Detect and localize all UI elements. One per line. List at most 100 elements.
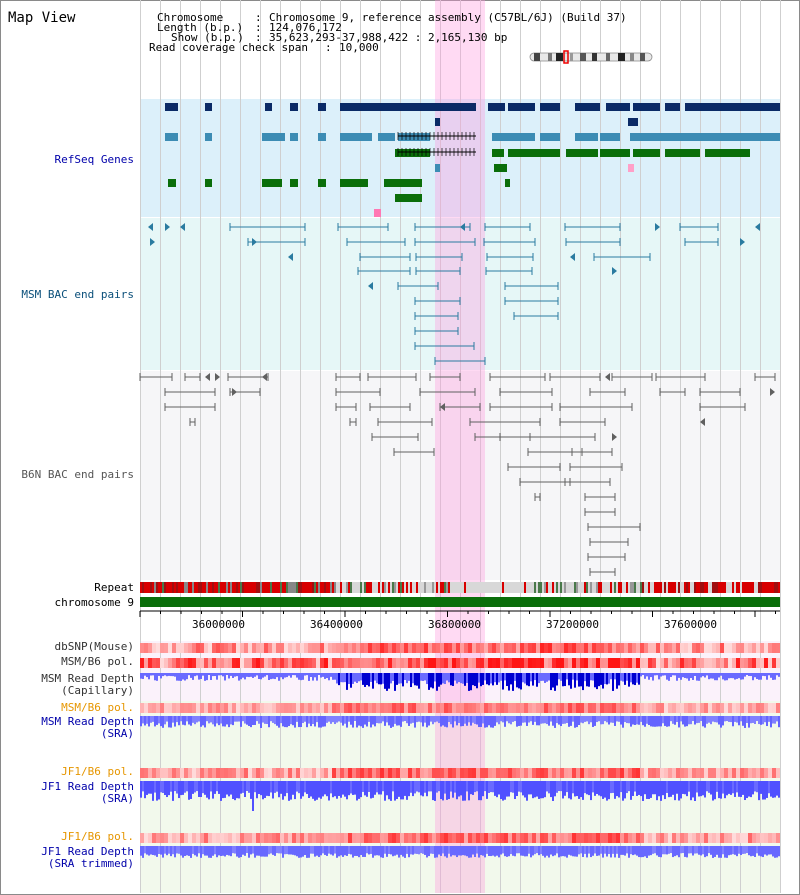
jf1-sra-depth <box>190 781 192 799</box>
jf1-sra-depth <box>590 781 592 801</box>
msm-pol2-cell <box>588 703 592 713</box>
msm-sra-depth <box>434 716 436 723</box>
selected-region-highlight[interactable] <box>435 0 485 893</box>
jf1-sra-depth <box>736 781 738 793</box>
jf1-pol2-cell <box>752 833 756 843</box>
msm-pol2-cell <box>488 703 492 713</box>
jf1-sra-depth <box>668 781 670 798</box>
jf1-pol2-cell <box>272 833 276 843</box>
repeat-element <box>534 582 536 593</box>
jf1-sra-depth <box>458 781 460 797</box>
msm-sra-depth <box>642 716 644 726</box>
msm-sra-depth <box>620 716 622 725</box>
track-label-msm-depth-capillary[interactable]: MSM Read Depth <box>41 672 134 685</box>
track-label-jf1-depth-trimmed[interactable]: JF1 Read Depth <box>41 845 134 858</box>
msm-pol2-cell <box>392 703 396 713</box>
jf1-trim-depth <box>292 846 294 855</box>
msm-pol2-cell <box>756 703 760 713</box>
msm-sra-depth <box>388 716 390 726</box>
jf1-trim-depth <box>310 846 312 854</box>
msm-sra-depth <box>686 716 688 727</box>
jf1-trim-depth <box>192 846 194 854</box>
jf1-sra-depth <box>286 781 288 794</box>
msm-bac-end <box>612 267 617 275</box>
track-label-jf1-depth-sra[interactable]: JF1 Read Depth <box>41 780 134 793</box>
jf1-sra-depth <box>564 781 566 796</box>
track-label-refseq[interactable]: RefSeq Genes <box>54 153 134 166</box>
dbsnp-cell <box>232 643 236 653</box>
msm-pol2-cell <box>508 703 512 713</box>
jf1-trim-depth <box>522 846 524 856</box>
track-label-msm-pol-2[interactable]: MSM/B6 pol. <box>61 701 134 714</box>
gene-feature <box>205 133 212 141</box>
jf1-sra-depth <box>452 781 454 798</box>
track-label-b6n-bac[interactable]: B6N BAC end pairs <box>21 468 134 481</box>
jf1-sra-depth <box>672 781 674 795</box>
msm-sra-depth <box>400 716 402 727</box>
msm-pol-cell <box>732 658 736 668</box>
jf1-sra-depth <box>436 781 438 793</box>
msm-capillary-depth <box>536 673 538 687</box>
repeat-element <box>276 582 278 593</box>
jf1-trim-depth <box>540 846 542 855</box>
msm-capillary-depth <box>314 673 316 678</box>
dbsnp-cell <box>580 643 584 653</box>
jf1-pol-cell <box>172 768 176 778</box>
dbsnp-cell <box>728 643 732 653</box>
track-label-jf1-pol-1[interactable]: JF1/B6 pol. <box>61 765 134 778</box>
repeat-element <box>742 582 744 593</box>
track-label-msm-pol-1[interactable]: MSM/B6 pol. <box>61 655 134 668</box>
dbsnp-cell <box>632 643 636 653</box>
track-label-jf1-pol-2[interactable]: JF1/B6 pol. <box>61 830 134 843</box>
jf1-sra-depth <box>550 781 552 798</box>
dbsnp-cell <box>208 643 212 653</box>
repeat-element <box>750 582 752 593</box>
track-label-msm-bac[interactable]: MSM BAC end pairs <box>21 288 134 301</box>
msm-pol2-cell <box>160 703 164 713</box>
dbsnp-cell <box>600 643 604 653</box>
msm-sra-depth <box>486 716 488 728</box>
msm-sra-depth <box>216 716 218 724</box>
repeat-element <box>202 582 204 593</box>
dbsnp-cell <box>504 643 508 653</box>
repeat-element <box>288 582 290 593</box>
track-label-dbsnp[interactable]: dbSNP(Mouse) <box>54 640 134 653</box>
msm-pol-cell <box>644 658 648 668</box>
msm-pol2-cell <box>272 703 276 713</box>
msm-capillary-depth <box>530 673 532 682</box>
jf1-pol-cell <box>524 768 528 778</box>
jf1-trim-depth <box>234 846 236 854</box>
msm-pol2-cell <box>224 703 228 713</box>
msm-pol2-cell <box>344 703 348 713</box>
jf1-trim-depth <box>170 846 172 857</box>
msm-capillary-depth <box>164 673 166 676</box>
jf1-sra-depth <box>542 781 544 799</box>
msm-sra-depth <box>314 716 316 727</box>
jf1-trim-depth <box>546 846 548 856</box>
jf1-sra-depth <box>586 781 588 795</box>
jf1-pol-cell <box>412 768 416 778</box>
msm-sra-depth <box>756 716 758 722</box>
gene-feature <box>508 149 560 157</box>
jf1-pol2-cell <box>484 833 488 843</box>
msm-pol2-cell <box>628 703 632 713</box>
jf1-trim-depth <box>172 846 174 855</box>
jf1-sra-depth <box>706 781 708 792</box>
msm-sra-depth <box>704 716 706 728</box>
jf1-sra-depth <box>418 781 420 793</box>
msm-capillary-depth <box>222 673 224 677</box>
msm-sra-depth <box>222 716 224 727</box>
jf1-pol2-cell <box>384 833 388 843</box>
jf1-sra-depth <box>388 781 390 800</box>
jf1-trim-depth <box>660 846 662 858</box>
dbsnp-cell <box>608 643 612 653</box>
jf1-sra-depth <box>696 781 698 793</box>
jf1-sra-depth <box>584 781 586 794</box>
msm-capillary-depth <box>154 673 156 681</box>
dbsnp-cell <box>428 643 432 653</box>
msm-pol2-cell <box>636 703 640 713</box>
track-label-msm-depth-sra[interactable]: MSM Read Depth <box>41 715 134 728</box>
msm-sra-depth <box>260 716 262 728</box>
